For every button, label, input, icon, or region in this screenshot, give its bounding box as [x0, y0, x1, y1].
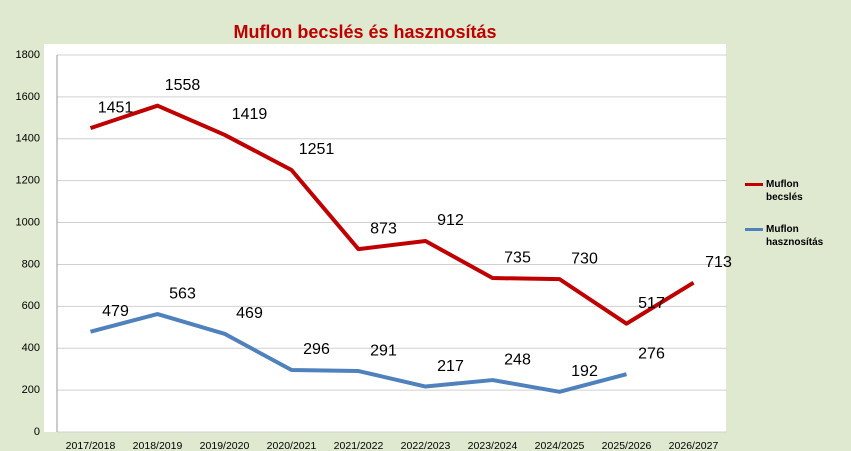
- x-tick-label: 2018/2019: [133, 440, 183, 451]
- data-label: 873: [370, 220, 397, 237]
- x-tick-label: 2025/2026: [602, 440, 652, 451]
- y-tick-label: 200: [22, 384, 40, 396]
- data-label: 1251: [299, 141, 335, 158]
- legend-item: Muflon hasznosítás: [745, 223, 845, 249]
- plot-area: [44, 44, 726, 432]
- y-tick-label: 800: [22, 258, 40, 270]
- x-tick-label: 2017/2018: [66, 440, 116, 451]
- y-tick-label: 600: [22, 300, 40, 312]
- x-tick-label: 2019/2020: [200, 440, 250, 451]
- data-label: 1451: [98, 99, 134, 116]
- series-line: [89, 312, 628, 394]
- data-label: 517: [638, 295, 665, 312]
- data-label: 912: [437, 212, 464, 229]
- data-label: 296: [303, 341, 330, 358]
- series-line: [89, 103, 695, 326]
- x-tick-label: 2020/2021: [267, 440, 317, 451]
- y-tick-label: 1800: [16, 49, 40, 61]
- data-label: 730: [571, 250, 598, 267]
- data-label: 735: [504, 249, 531, 266]
- x-tick-label: 2022/2023: [401, 440, 451, 451]
- y-tick-label: 1200: [16, 175, 40, 187]
- legend-swatch: [745, 183, 763, 186]
- legend-label: Muflon becslés: [766, 179, 803, 203]
- data-label: 248: [504, 351, 531, 368]
- legend-label: Muflon hasznosítás: [766, 224, 824, 248]
- x-tick-label: 2024/2025: [535, 440, 585, 451]
- y-tick-label: 1000: [16, 216, 40, 228]
- x-tick-label: 2021/2022: [334, 440, 384, 451]
- y-tick-label: 1400: [16, 133, 40, 145]
- data-label: 217: [437, 358, 464, 375]
- legend-swatch: [745, 228, 763, 231]
- x-tick-label: 2026/2027: [669, 440, 719, 451]
- y-tick-label: 400: [22, 342, 40, 354]
- chart-title: Muflon becslés és hasznosítás: [233, 22, 496, 42]
- data-label: 479: [102, 303, 129, 320]
- data-label: 276: [638, 345, 665, 362]
- y-tick-label: 0: [34, 426, 40, 438]
- data-label: 1419: [232, 106, 268, 123]
- data-label: 563: [169, 285, 196, 302]
- data-label: 713: [705, 254, 732, 271]
- data-label: 1558: [165, 77, 201, 94]
- data-label: 469: [236, 305, 263, 322]
- legend-item: Muflon becslés: [745, 178, 845, 204]
- x-tick-label: 2023/2024: [468, 440, 518, 451]
- y-tick-label: 1600: [16, 91, 40, 103]
- data-label: 291: [370, 342, 397, 359]
- data-label: 192: [571, 363, 598, 380]
